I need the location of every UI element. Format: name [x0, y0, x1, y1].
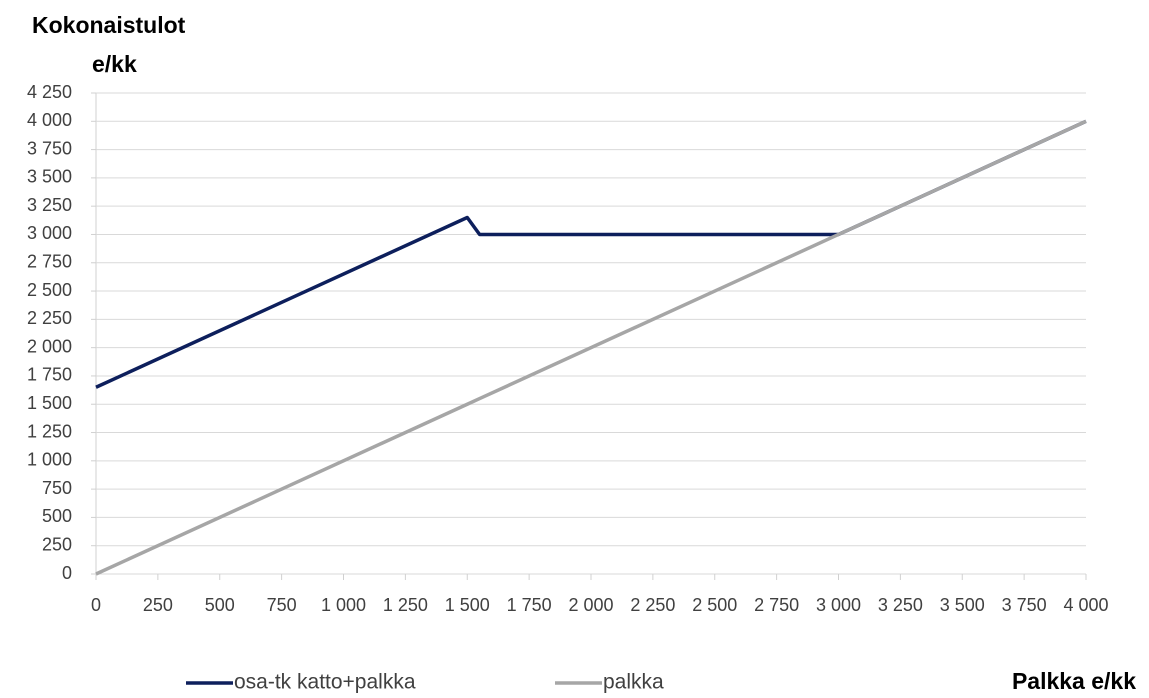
- data-line: [95, 119, 1087, 576]
- y-tick-label: 1 000: [27, 450, 72, 470]
- x-tick-label: 250: [143, 595, 173, 615]
- y-tick-label: 1 500: [27, 393, 72, 413]
- x-tick-label: 1 500: [445, 595, 490, 615]
- y-tick-label: 4 000: [27, 110, 72, 130]
- y-tick-label: 4 250: [27, 82, 72, 102]
- x-tick-label: 2 750: [754, 595, 799, 615]
- x-tick-label: 2 500: [692, 595, 737, 615]
- y-tick-label: 0: [62, 563, 72, 583]
- x-tick-label: 3 250: [878, 595, 923, 615]
- x-tick-label: 4 000: [1063, 595, 1108, 615]
- y-tick-label: 1 750: [27, 365, 72, 385]
- legend-label: osa-tk katto+palkka: [234, 671, 416, 694]
- y-tick-label: 2 250: [27, 308, 72, 328]
- x-tick-label: 3 000: [816, 595, 861, 615]
- y-axis-label: e/kk: [92, 51, 137, 77]
- y-tick-label: 2 750: [27, 252, 72, 272]
- x-axis-label: Palkka e/kk: [1012, 668, 1136, 694]
- y-axis-label: Kokonaistulot: [32, 12, 186, 38]
- y-tick-label: 500: [42, 506, 72, 526]
- x-tick-label: 0: [91, 595, 101, 615]
- y-tick-label: 750: [42, 478, 72, 498]
- y-tick-label: 3 250: [27, 195, 72, 215]
- y-tick-label: 2 500: [27, 280, 72, 300]
- y-tick-label: 1 250: [27, 421, 72, 441]
- x-tick-label: 3 500: [940, 595, 985, 615]
- y-tick-label: 3 000: [27, 223, 72, 243]
- x-tick-label: 750: [267, 595, 297, 615]
- x-tick-label: 1 000: [321, 595, 366, 615]
- x-tick-label: 1 250: [383, 595, 428, 615]
- y-tick-label: 3 750: [27, 138, 72, 158]
- x-tick-label: 3 750: [1002, 595, 1047, 615]
- y-tick-label: 250: [42, 534, 72, 554]
- x-tick-label: 500: [205, 595, 235, 615]
- x-tick-label: 1 750: [507, 595, 552, 615]
- x-tick-label: 2 000: [568, 595, 613, 615]
- legend-label: palkka: [603, 671, 664, 694]
- x-tick-label: 2 250: [630, 595, 675, 615]
- y-tick-label: 2 000: [27, 336, 72, 356]
- y-tick-label: 3 500: [27, 167, 72, 187]
